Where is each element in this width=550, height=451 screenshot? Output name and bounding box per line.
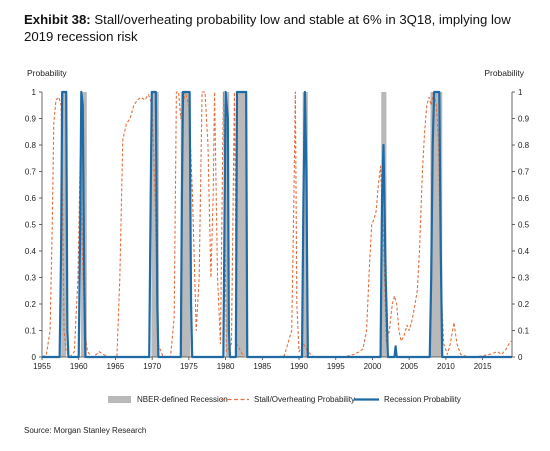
y-tick-label-right: 1 [518, 88, 523, 97]
y-tick-label-right: 0.8 [518, 141, 530, 150]
chart-series [41, 90, 512, 359]
legend-swatch-recession [108, 396, 131, 403]
y-tick-label-right: 0.2 [518, 300, 530, 309]
legend-label-stall: Stall/Overheating Probability [254, 395, 355, 404]
series-line-recession-probability [42, 90, 512, 359]
x-tick-label: 2010 [437, 362, 455, 371]
x-tick-label: 1995 [327, 362, 345, 371]
y-tick-label-right: 0.3 [518, 274, 530, 283]
x-tick-label: 1970 [143, 362, 161, 371]
y-tick-label-left: 0.8 [25, 141, 37, 150]
x-tick-label: 1990 [290, 362, 308, 371]
recession-band-6 [302, 92, 308, 357]
y-tick-label-right: 0.9 [518, 115, 530, 124]
x-tick-label: 1980 [217, 362, 235, 371]
y-tick-label-left: 0.6 [25, 194, 37, 203]
recession-band-5 [236, 92, 247, 357]
recession-band-0 [61, 92, 67, 357]
y-tick-label-left: 0.2 [25, 300, 37, 309]
y-axis-title-left: Probability [27, 68, 67, 78]
y-tick-label-left: 1 [32, 88, 37, 97]
source-note: Source: Morgan Stanley Research [24, 426, 147, 435]
legend: NBER-defined Recession Stall/Overheating… [108, 395, 461, 404]
recession-band-3 [180, 92, 191, 357]
x-tick-label: 1975 [180, 362, 198, 371]
y-tick-label-right: 0 [518, 353, 523, 362]
x-tick-label: 2005 [400, 362, 418, 371]
y-tick-label-left: 0.3 [25, 274, 37, 283]
y-tick-label-left: 0 [32, 353, 37, 362]
y-tick-label-right: 0.7 [518, 168, 530, 177]
y-tick-label-left: 0.5 [25, 221, 37, 230]
x-tick-label: 1985 [253, 362, 271, 371]
y-tick-label-right: 0.6 [518, 194, 530, 203]
legend-label-recession: NBER-defined Recession [137, 395, 228, 404]
x-tick-label: 1960 [70, 362, 88, 371]
series-line-stall-overheating [41, 91, 512, 358]
y-tick-label-right: 0.5 [518, 221, 530, 230]
recession-band-8 [430, 92, 443, 357]
x-tick-label: 1955 [33, 362, 51, 371]
y-tick-label-left: 0.4 [25, 247, 37, 256]
exhibit-label: Exhibit 38: [24, 12, 91, 27]
y-tick-label-left: 0.7 [25, 168, 37, 177]
y-tick-label-right: 0.1 [518, 327, 530, 336]
chart-title: Exhibit 38: Stall/overheating probabilit… [24, 11, 529, 45]
chart-axes: 0 0 0.1 0.1 0.2 0.2 0.3 0.3 0.4 0.4 0.5 0.5 0.6 0.6 0.… [25, 88, 530, 371]
x-tick-label: 1965 [107, 362, 125, 371]
y-tick-label-right: 0.4 [518, 247, 530, 256]
y-tick-label-left: 0.9 [25, 115, 37, 124]
exhibit-title: Stall/overheating probability low and st… [24, 12, 511, 44]
x-tick-label: 2015 [474, 362, 492, 371]
x-tick-label: 2000 [364, 362, 382, 371]
y-tick-label-left: 0.1 [25, 327, 37, 336]
legend-label-prob: Recession Probability [384, 395, 461, 404]
y-axis-title-right: Probability [484, 68, 524, 78]
